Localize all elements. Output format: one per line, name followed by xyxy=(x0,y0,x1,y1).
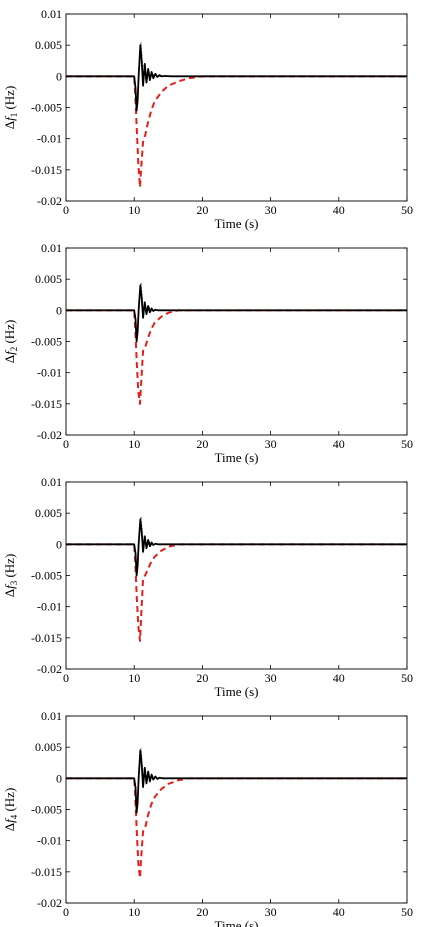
x-tick-label: 0 xyxy=(63,203,69,217)
x-axis-label: Time (s) xyxy=(215,684,259,699)
x-axis-label: Time (s) xyxy=(215,450,259,465)
y-label-sub: 2 xyxy=(9,347,19,352)
series-line-dashed xyxy=(66,777,407,880)
y-label-delta: Δ xyxy=(2,121,17,129)
series-line-solid xyxy=(66,749,407,814)
series-line-dashed xyxy=(66,75,407,189)
y-label-var: f xyxy=(2,817,17,823)
plot-frame xyxy=(65,481,408,670)
y-label-var: f xyxy=(2,583,17,589)
y-tick-label: -0.005 xyxy=(31,569,62,583)
x-tick-label: 50 xyxy=(401,905,413,919)
y-label-sub: 3 xyxy=(9,580,19,585)
y-tick-label: -0.01 xyxy=(37,834,62,848)
plot-frame xyxy=(65,715,408,904)
x-tick-label: 30 xyxy=(265,203,277,217)
x-tick-label: 20 xyxy=(196,905,208,919)
x-axis-label: Time (s) xyxy=(215,918,259,927)
y-tick-label: 0.005 xyxy=(35,272,62,286)
x-tick-label: 10 xyxy=(128,905,140,919)
x-tick-label: 50 xyxy=(401,437,413,451)
y-label-unit: (Hz) xyxy=(2,788,17,815)
y-label-var: f xyxy=(2,115,17,121)
y-tick-label: -0.015 xyxy=(31,631,62,645)
y-tick-label: 0.01 xyxy=(41,7,62,21)
series-line-solid xyxy=(66,44,407,112)
y-label-var: f xyxy=(2,349,17,355)
subplot-2: 0 10 20 30 40 50 0.01 0.005 0 -0.005 -0.01 -0.015 -0… xyxy=(2,241,413,465)
y-tick-label: -0.015 xyxy=(31,163,62,177)
y-tick-label: 0 xyxy=(56,771,62,785)
series-line-dashed xyxy=(66,309,407,405)
y-label-sub: 4 xyxy=(9,814,19,819)
x-tick-label: 20 xyxy=(196,671,208,685)
x-tick-label: 20 xyxy=(196,203,208,217)
x-tick-label: 50 xyxy=(401,671,413,685)
x-tick-label: 10 xyxy=(128,671,140,685)
x-tick-label: 40 xyxy=(333,203,345,217)
y-tick-label: -0.005 xyxy=(31,335,62,349)
y-tick-label: 0 xyxy=(56,303,62,317)
y-label-delta: Δ xyxy=(2,589,17,597)
subplot-4: 0 10 20 30 40 50 0.01 0.005 0 -0.005 -0.01 -0.015 -0… xyxy=(2,709,413,927)
subplot-1: 0 10 20 30 40 50 0.01 0.005 0 -0.005 -0.01 -0.015 -0… xyxy=(2,7,413,231)
y-axis-label: Δf2 (Hz) xyxy=(2,320,19,364)
y-label-sub: 1 xyxy=(9,113,19,118)
y-label-unit: (Hz) xyxy=(2,320,17,347)
y-tick-label: 0.01 xyxy=(41,709,62,723)
x-tick-label: 0 xyxy=(63,437,69,451)
x-tick-label: 30 xyxy=(265,671,277,685)
x-tick-label: 30 xyxy=(265,905,277,919)
y-tick-label: 0 xyxy=(56,537,62,551)
x-axis-label: Time (s) xyxy=(215,216,259,231)
y-label-unit: (Hz) xyxy=(2,554,17,581)
y-tick-label: 0 xyxy=(56,69,62,83)
x-tick-label: 0 xyxy=(63,905,69,919)
series-line-solid xyxy=(66,284,407,343)
series-line-solid xyxy=(66,518,407,577)
plot-frame xyxy=(65,247,408,436)
y-tick-label: -0.015 xyxy=(31,397,62,411)
y-label-unit: (Hz) xyxy=(2,86,17,113)
y-axis-label: Δf3 (Hz) xyxy=(2,554,19,598)
y-label-delta: Δ xyxy=(2,355,17,363)
y-tick-label: -0.02 xyxy=(37,194,62,208)
y-tick-label: -0.01 xyxy=(37,366,62,380)
y-tick-label: -0.01 xyxy=(37,132,62,146)
y-axis-label: Δf4 (Hz) xyxy=(2,788,19,832)
y-tick-label: -0.005 xyxy=(31,803,62,817)
y-tick-label: -0.02 xyxy=(37,896,62,910)
y-tick-label: 0.01 xyxy=(41,475,62,489)
y-tick-label: 0.005 xyxy=(35,740,62,754)
series-line-dotted xyxy=(66,41,407,107)
y-tick-label: -0.02 xyxy=(37,662,62,676)
y-tick-label: 0.01 xyxy=(41,241,62,255)
x-tick-label: 10 xyxy=(128,437,140,451)
y-tick-label: -0.005 xyxy=(31,101,62,115)
x-tick-label: 40 xyxy=(333,437,345,451)
y-tick-label: -0.015 xyxy=(31,865,62,879)
x-tick-label: 40 xyxy=(333,671,345,685)
y-label-delta: Δ xyxy=(2,823,17,831)
subplot-3: 0 10 20 30 40 50 0.01 0.005 0 -0.005 -0.01 -0.015 -0… xyxy=(2,475,413,699)
series-line-dashed xyxy=(66,543,407,642)
y-axis-label: Δf1 (Hz) xyxy=(2,86,19,130)
x-tick-label: 30 xyxy=(265,437,277,451)
x-tick-label: 0 xyxy=(63,671,69,685)
y-tick-label: 0.005 xyxy=(35,506,62,520)
y-tick-label: -0.01 xyxy=(37,600,62,614)
x-tick-label: 50 xyxy=(401,203,413,217)
x-tick-label: 20 xyxy=(196,437,208,451)
x-tick-label: 40 xyxy=(333,905,345,919)
y-tick-label: -0.02 xyxy=(37,428,62,442)
plot-frame xyxy=(65,13,408,202)
y-tick-label: 0.005 xyxy=(35,38,62,52)
x-tick-label: 10 xyxy=(128,203,140,217)
